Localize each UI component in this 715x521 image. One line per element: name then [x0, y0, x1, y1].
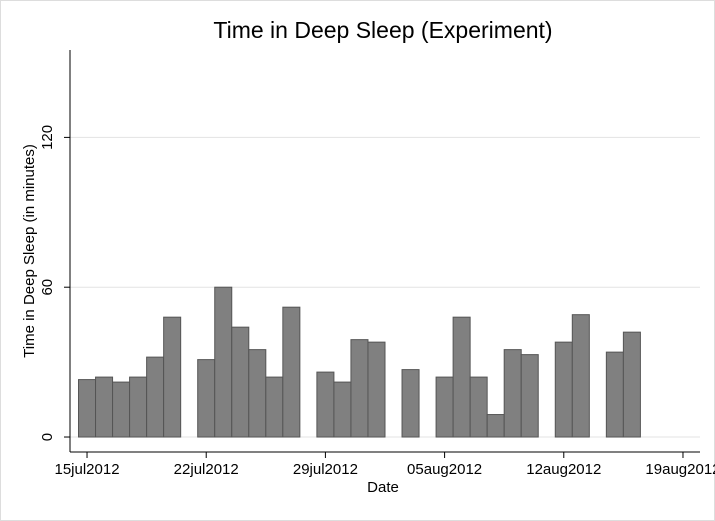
bar: [605, 351, 624, 438]
x-axis-label: Date: [367, 479, 399, 496]
bar: [486, 414, 505, 438]
x-tick-label: 29jul2012: [293, 461, 358, 478]
chart-title: Time in Deep Sleep (Experiment): [213, 17, 552, 43]
x-tick-label: 05aug2012: [407, 461, 482, 478]
bar: [350, 339, 369, 438]
bar: [503, 349, 522, 438]
bar: [112, 381, 131, 438]
bar: [435, 376, 454, 438]
y-tick-label: 120: [39, 125, 56, 150]
y-axis-label: Time in Deep Sleep (in minutes): [21, 144, 38, 358]
bar: [401, 369, 420, 438]
bar: [571, 314, 590, 438]
x-tick-label: 22jul2012: [174, 461, 239, 478]
bar: [520, 354, 539, 438]
bar: [265, 376, 284, 438]
x-tick-label: 15jul2012: [54, 461, 119, 478]
bar: [469, 376, 488, 438]
bar: [78, 379, 97, 438]
bar: [554, 341, 573, 438]
bar: [367, 341, 386, 438]
bar: [316, 371, 335, 438]
y-tick-label: 0: [39, 433, 56, 441]
bar: [129, 376, 148, 438]
bar: [95, 376, 114, 438]
bar: [333, 381, 352, 438]
bar: [231, 326, 250, 438]
bar: [146, 356, 165, 438]
bar: [452, 316, 471, 438]
bar: [282, 306, 301, 438]
x-tick-label: 19aug2012: [645, 461, 715, 478]
x-tick-label: 12aug2012: [526, 461, 601, 478]
bar: [248, 349, 267, 438]
bar: [163, 316, 182, 438]
bar: [214, 286, 233, 438]
y-tick-label: 60: [39, 279, 56, 296]
bar: [197, 359, 216, 438]
bar: [622, 331, 641, 438]
